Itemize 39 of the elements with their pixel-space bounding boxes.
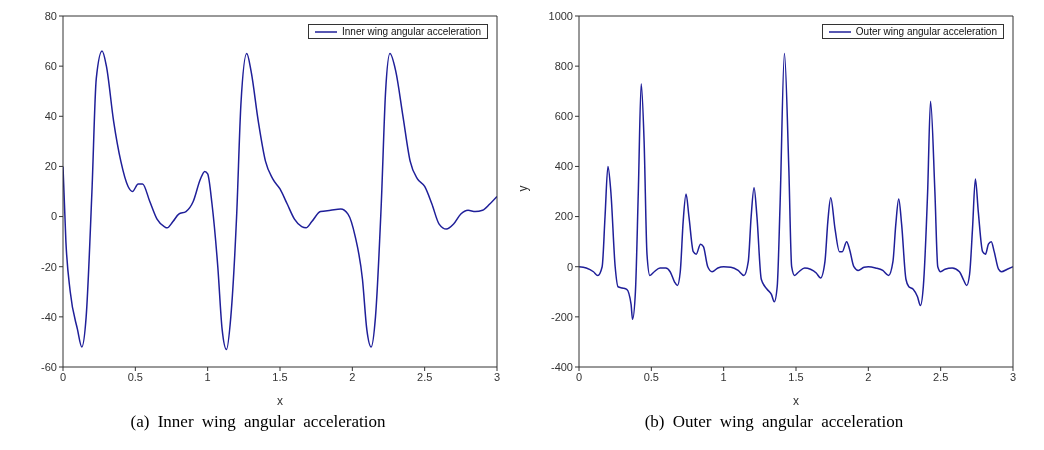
y-tick-label: 80 bbox=[44, 9, 57, 22]
x-tick-label: 1 bbox=[204, 370, 211, 383]
y-tick-label: 60 bbox=[44, 60, 57, 73]
x-tick-label: 1.5 bbox=[272, 370, 288, 383]
x-tick-label: 3 bbox=[493, 370, 501, 383]
y-tick-label: -20 bbox=[41, 260, 57, 273]
line-series bbox=[63, 50, 497, 351]
y-tick-label: 40 bbox=[44, 110, 57, 123]
line-series bbox=[579, 52, 1013, 321]
x-tick-label: 2.5 bbox=[933, 370, 949, 383]
x-tick-label: 2 bbox=[349, 370, 356, 383]
y-axis-title: y bbox=[516, 185, 531, 192]
x-tick-label: 1 bbox=[720, 370, 727, 383]
y-tick-label: 200 bbox=[554, 210, 573, 223]
text: (b) Outer wing angular acceleration bbox=[643, 412, 905, 432]
y-tick-label: 400 bbox=[554, 160, 573, 173]
y-tick-label: -400 bbox=[550, 360, 573, 373]
x-axis-title: x bbox=[793, 394, 799, 408]
text: (a) Inner wing angular acceleration bbox=[129, 412, 387, 432]
x-tick-label: 2 bbox=[865, 370, 872, 383]
legend-label: Inner wing angular acceleration bbox=[342, 26, 481, 37]
y-tick-label: 600 bbox=[554, 110, 573, 123]
legend-label: Outer wing angular acceleration bbox=[855, 26, 997, 37]
x-tick-label: 0.5 bbox=[127, 370, 143, 383]
y-tick-label: 20 bbox=[44, 160, 57, 173]
y-tick-label: -200 bbox=[550, 310, 573, 323]
x-tick-label: 1.5 bbox=[788, 370, 804, 383]
y-tick-label: 0 bbox=[566, 260, 573, 273]
y-tick-label: -40 bbox=[41, 310, 57, 323]
y-tick-label: -60 bbox=[41, 360, 57, 373]
x-tick-label: 2.5 bbox=[417, 370, 433, 383]
x-tick-label: 0 bbox=[59, 370, 67, 383]
y-tick-label: 1000 bbox=[548, 9, 573, 22]
y-tick-label: 0 bbox=[50, 210, 57, 223]
x-tick-label: 0 bbox=[575, 370, 583, 383]
y-tick-label: 800 bbox=[554, 60, 573, 73]
x-tick-label: 0.5 bbox=[643, 370, 659, 383]
x-axis-title: x bbox=[277, 394, 283, 408]
x-tick-label: 3 bbox=[1009, 370, 1017, 383]
